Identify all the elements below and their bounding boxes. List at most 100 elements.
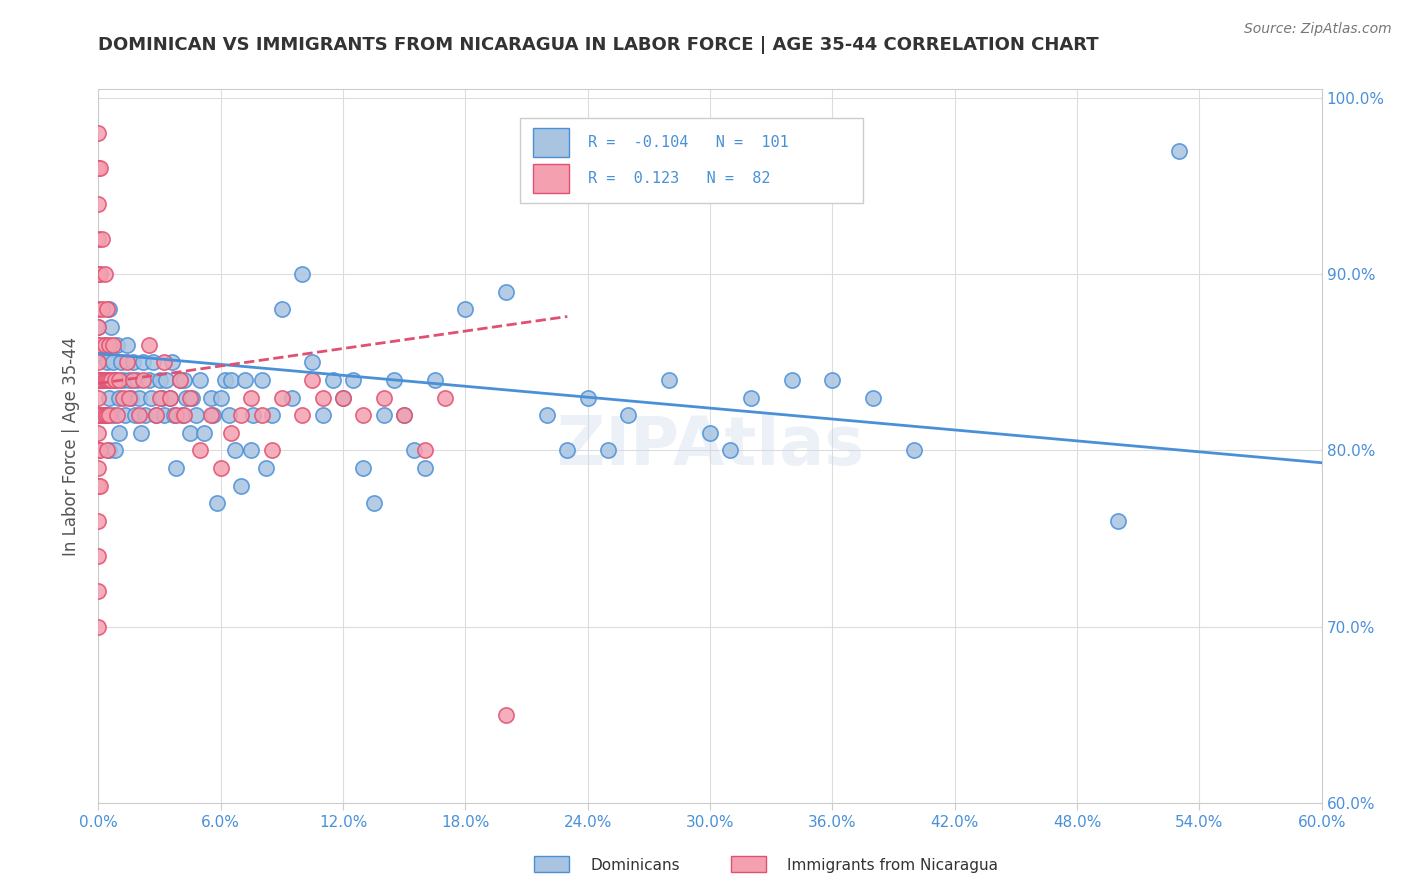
Point — [165, 408, 187, 422]
Point — [101, 408, 124, 422]
Point — [720, 443, 742, 458]
Point — [138, 373, 160, 387]
Point — [224, 443, 246, 458]
Point — [536, 408, 558, 422]
Bar — [533, 164, 569, 193]
Point — [291, 408, 314, 422]
Point — [91, 232, 114, 246]
Point — [87, 320, 110, 334]
Point — [219, 373, 242, 387]
Point — [170, 408, 193, 422]
Point — [87, 443, 110, 458]
Point — [658, 373, 681, 387]
Point — [821, 373, 844, 387]
Point — [423, 373, 446, 387]
Point — [363, 496, 385, 510]
Point — [174, 391, 197, 405]
Point — [413, 461, 436, 475]
Point — [91, 302, 114, 317]
Point — [104, 373, 127, 387]
Point — [91, 373, 114, 387]
Point — [87, 443, 110, 458]
Point — [188, 373, 212, 387]
Point — [557, 443, 579, 458]
Point — [89, 478, 111, 492]
Point — [134, 408, 156, 422]
Point — [122, 373, 145, 387]
Point — [87, 425, 110, 440]
Point — [312, 391, 335, 405]
Point — [373, 391, 395, 405]
Point — [219, 425, 242, 440]
Point — [260, 443, 283, 458]
Point — [87, 478, 110, 492]
Point — [87, 408, 110, 422]
Point — [96, 443, 118, 458]
Point — [312, 408, 335, 422]
Point — [200, 391, 222, 405]
Point — [87, 549, 110, 563]
Point — [132, 373, 155, 387]
Point — [93, 408, 115, 422]
Point — [87, 161, 110, 176]
Point — [120, 391, 142, 405]
Point — [1167, 144, 1189, 158]
Point — [96, 355, 118, 369]
Point — [91, 373, 114, 387]
Text: Source: ZipAtlas.com: Source: ZipAtlas.com — [1244, 21, 1392, 36]
Point — [87, 232, 110, 246]
Point — [169, 373, 191, 387]
Point — [111, 391, 134, 405]
Point — [188, 443, 212, 458]
Point — [173, 408, 195, 422]
Point — [87, 408, 110, 422]
Point — [87, 461, 110, 475]
Point — [404, 443, 426, 458]
Point — [179, 391, 201, 405]
Point — [617, 408, 640, 422]
Point — [96, 408, 118, 422]
Point — [903, 443, 925, 458]
Point — [332, 391, 354, 405]
Point — [127, 373, 149, 387]
Point — [97, 408, 120, 422]
Point — [233, 373, 256, 387]
Point — [138, 337, 160, 351]
Point — [101, 337, 124, 351]
Text: Immigrants from Nicaragua: Immigrants from Nicaragua — [787, 858, 998, 872]
Y-axis label: In Labor Force | Age 35-44: In Labor Force | Age 35-44 — [62, 336, 80, 556]
Point — [87, 373, 110, 387]
Point — [108, 373, 131, 387]
Point — [218, 408, 240, 422]
Point — [101, 355, 124, 369]
Point — [87, 337, 110, 351]
Point — [93, 408, 115, 422]
Point — [93, 337, 115, 351]
Point — [87, 373, 110, 387]
Point — [115, 355, 138, 369]
Point — [373, 408, 395, 422]
Point — [124, 408, 146, 422]
Point — [132, 355, 155, 369]
Point — [163, 408, 186, 422]
Point — [108, 391, 131, 405]
Point — [115, 337, 138, 351]
Point — [142, 355, 165, 369]
Point — [699, 425, 721, 440]
Point — [100, 320, 122, 334]
Point — [434, 391, 457, 405]
Point — [270, 391, 294, 405]
Point — [201, 408, 224, 422]
Point — [150, 391, 173, 405]
Point — [200, 408, 222, 422]
Point — [100, 373, 122, 387]
Text: ZIPAtlas: ZIPAtlas — [557, 413, 863, 479]
Bar — [533, 128, 569, 157]
Point — [181, 391, 204, 405]
Point — [87, 391, 110, 405]
Point — [105, 337, 128, 351]
Point — [89, 267, 111, 281]
Point — [128, 408, 150, 422]
Point — [301, 355, 323, 369]
Point — [173, 373, 195, 387]
